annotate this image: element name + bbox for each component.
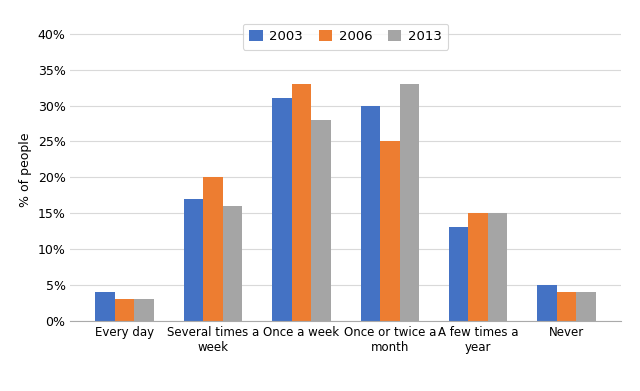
Bar [557,292,577,321]
Bar [399,84,419,321]
Bar [577,292,596,321]
Bar [360,106,380,321]
Bar [311,120,331,321]
Bar [468,213,488,321]
Bar [95,292,115,321]
Bar [488,213,508,321]
Bar [204,177,223,321]
Y-axis label: % of people: % of people [19,133,32,207]
Bar [272,99,292,321]
Bar [292,84,311,321]
Bar [115,299,134,321]
Bar [449,228,468,321]
Bar [223,206,242,321]
Bar [134,299,154,321]
Bar [380,142,399,321]
Bar [538,285,557,321]
Bar [184,199,204,321]
Legend: 2003, 2006, 2013: 2003, 2006, 2013 [243,23,449,50]
